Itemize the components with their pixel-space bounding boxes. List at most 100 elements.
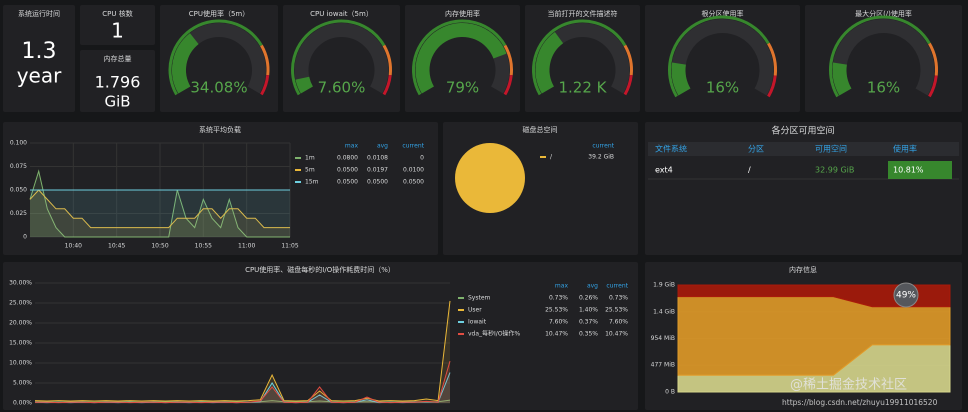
series-line [34, 300, 451, 402]
y-tick-label: 1.4 GiB [653, 308, 675, 315]
gauge-value: 16% [706, 79, 739, 97]
panel [80, 50, 155, 112]
y-tick-label: 477 MiB [651, 362, 675, 369]
series-area [30, 190, 290, 237]
gauge-title: 根分区使用率 [702, 9, 744, 18]
legend-label: System [468, 295, 491, 302]
gauge-threshold [928, 42, 938, 76]
gauge-fill [671, 62, 691, 96]
legend-value: 1.40% [579, 307, 598, 314]
gauge-title: 内存使用率 [445, 9, 480, 18]
gauge-threshold [412, 19, 507, 96]
gauge-value: 34.08% [190, 79, 247, 97]
series-line [29, 169, 290, 238]
y-tick-label: 0 [23, 234, 27, 241]
gauge-threshold [291, 19, 386, 96]
panel-title: 磁盘总空间 [523, 125, 558, 134]
panel [3, 122, 438, 255]
legend-value: 7.60% [609, 319, 628, 326]
x-tick-label: 10:45 [108, 243, 125, 250]
stat-value: 1.796 [95, 73, 141, 92]
legend-value: 0.0100 [403, 167, 424, 174]
panel [3, 262, 638, 410]
y-tick-label: 25.00% [9, 300, 32, 307]
legend-header: max [555, 283, 569, 290]
y-tick-label: 0 B [665, 389, 675, 396]
legend-swatch [295, 181, 301, 183]
gauge-threshold [623, 44, 633, 76]
legend-label: User [468, 307, 482, 314]
legend-value: 0.0500 [367, 179, 388, 186]
y-tick-label: 10.00% [9, 360, 32, 367]
stat-unit: GiB [104, 93, 130, 111]
gauge-threshold [503, 74, 513, 96]
legend-value: 0.0500 [337, 179, 358, 186]
stat-value: 1.3 [22, 39, 57, 64]
legend-value: 0.37% [579, 319, 598, 326]
gauge-threshold [829, 15, 931, 98]
legend-value: 0.73% [609, 295, 628, 302]
stat-title: CPU 核数 [102, 9, 132, 18]
legend-value: 25.53% [605, 307, 628, 314]
gauge-threshold [168, 19, 263, 96]
legend-label: / [550, 154, 553, 161]
legend-swatch [458, 309, 464, 311]
y-tick-label: 20.00% [9, 320, 32, 327]
legend-swatch [540, 156, 546, 158]
panel [80, 5, 155, 45]
table-cell: ext4 [655, 166, 673, 175]
gauge-value: 79% [446, 79, 479, 97]
y-tick-label: 0.100 [10, 140, 27, 147]
gauge-track [294, 23, 389, 94]
legend-swatch [458, 333, 464, 335]
panel [3, 5, 75, 112]
legend-value: 0.0108 [367, 155, 388, 162]
overlay-label: 49% [896, 291, 916, 301]
gauge-value: 1.22 K [558, 79, 607, 97]
legend-header: avg [587, 283, 598, 290]
legend-label: 1m [305, 155, 315, 162]
stat-title: 系统运行时间 [18, 9, 60, 18]
gauge-title: 最大分区(/)使用率 [855, 9, 912, 18]
legend-value: 7.60% [549, 319, 568, 326]
series-line [35, 360, 451, 404]
table-header: 分区 [748, 145, 764, 154]
gauge-threshold [260, 44, 270, 76]
legend-label: 5m [305, 167, 315, 174]
legend-swatch [295, 157, 301, 159]
stat-title: 内存总量 [104, 54, 132, 63]
legend-value: 10.47% [605, 331, 628, 338]
gauge-threshold [503, 44, 513, 76]
gauge-fill [295, 76, 314, 94]
y-tick-label: 0.025 [10, 210, 27, 217]
legend-value: 0.0500 [403, 179, 424, 186]
legend-value: 10.47% [545, 331, 568, 338]
legend-value: 39.2 GiB [588, 154, 614, 161]
legend-value: 0.0500 [337, 167, 358, 174]
x-tick-label: 11:05 [281, 243, 298, 250]
legend-label: vda_每秒I/O操作% [468, 330, 521, 338]
series-area [30, 171, 290, 237]
y-tick-label: 0.075 [10, 163, 27, 170]
table-header: 使用率 [893, 144, 917, 154]
legend-value: 0 [420, 155, 424, 162]
y-tick-label: 5.00% [13, 380, 32, 387]
gauge-threshold [623, 74, 633, 96]
legend-header: max [345, 143, 359, 150]
legend-header: current [606, 283, 628, 290]
legend-header: avg [377, 143, 388, 150]
stat-value: 1 [111, 19, 124, 43]
legend-value: 0.0800 [337, 155, 358, 162]
panel-title: 各分区可用空间 [771, 125, 834, 137]
panel [645, 122, 962, 255]
x-tick-label: 10:50 [151, 243, 168, 250]
gauge-threshold [260, 74, 270, 96]
legend-header: current [592, 143, 614, 150]
series-area [30, 190, 290, 237]
y-tick-label: 15.00% [9, 340, 32, 347]
legend-value: 0.26% [579, 295, 598, 302]
legend-swatch [458, 321, 464, 323]
legend-header: current [402, 143, 424, 150]
x-tick-label: 10:55 [195, 243, 212, 250]
